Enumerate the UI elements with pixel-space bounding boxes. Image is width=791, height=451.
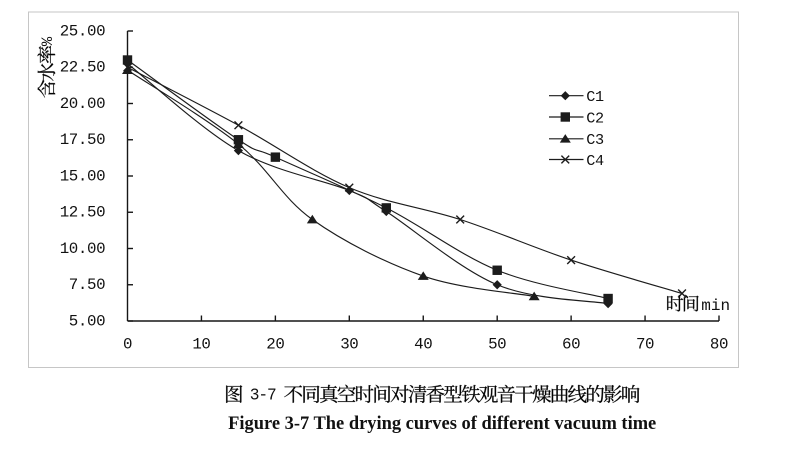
svg-text:17.50: 17.50: [60, 131, 106, 149]
svg-text:%: %: [39, 36, 57, 46]
svg-text:60: 60: [562, 336, 580, 354]
svg-text:Figure 3-7 The drying curves o: Figure 3-7 The drying curves of differen…: [228, 413, 656, 433]
svg-text:10.00: 10.00: [60, 240, 106, 258]
svg-text:15.00: 15.00: [60, 167, 106, 185]
svg-text:30: 30: [340, 336, 358, 354]
svg-text:20: 20: [266, 336, 284, 354]
svg-text:5.00: 5.00: [69, 312, 105, 330]
svg-text:C3: C3: [586, 131, 604, 149]
svg-text:C4: C4: [586, 152, 604, 170]
svg-text:C2: C2: [586, 109, 604, 127]
svg-text:70: 70: [636, 336, 654, 354]
svg-text:22.50: 22.50: [60, 59, 106, 77]
svg-text:40: 40: [414, 336, 432, 354]
svg-text:3-7: 3-7: [250, 387, 276, 405]
svg-text:7.50: 7.50: [69, 276, 105, 294]
svg-text:20.00: 20.00: [60, 95, 106, 113]
svg-text:12.50: 12.50: [60, 204, 106, 222]
svg-text:min: min: [701, 297, 730, 315]
svg-text:25.00: 25.00: [60, 22, 106, 40]
svg-text:50: 50: [488, 336, 506, 354]
svg-text:C1: C1: [586, 88, 604, 106]
svg-text:10: 10: [192, 336, 210, 354]
svg-text:80: 80: [710, 336, 728, 354]
svg-text:0: 0: [123, 336, 132, 354]
